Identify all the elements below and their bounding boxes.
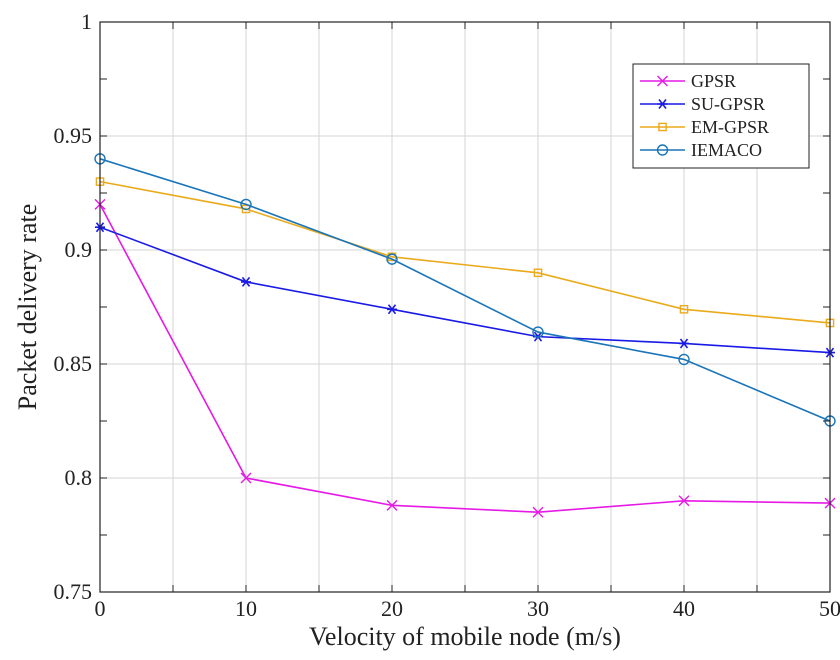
- data-point: [386, 253, 398, 265]
- legend-marker: [657, 99, 668, 109]
- x-tick-label: 30: [527, 596, 549, 621]
- y-tick-label: 0.8: [65, 465, 93, 490]
- legend-marker: [658, 122, 667, 132]
- data-point: [386, 499, 398, 511]
- legend-marker: [656, 144, 669, 156]
- axis-ticks: 0 10 20 30 40 50 0.75 0.8 0.85 0.9 0.95 1: [54, 9, 840, 621]
- data-point: [678, 495, 690, 507]
- y-tick-label: 0.95: [54, 123, 93, 148]
- data-point: [241, 204, 251, 214]
- legend-label: SU-GPSR: [691, 94, 765, 114]
- data-point: [387, 252, 397, 262]
- series-line: [99, 158, 831, 422]
- legend-item: EM-GPSR: [640, 117, 769, 137]
- x-tick-label: 50: [819, 596, 840, 621]
- series-line: [99, 226, 831, 354]
- legend-item: SU-GPSR: [640, 94, 765, 114]
- legend-item: GPSR: [640, 71, 736, 91]
- data-point: [679, 338, 689, 349]
- legend-item: IEMACO: [640, 140, 762, 160]
- data-point: [533, 268, 543, 278]
- x-tick-label: 40: [673, 596, 695, 621]
- data-point: [679, 304, 689, 314]
- data-point: [532, 506, 544, 518]
- y-tick-label: 0.85: [54, 351, 93, 376]
- x-axis-label: Velocity of mobile node (m/s): [309, 622, 621, 651]
- data-point: [387, 304, 397, 315]
- data-point: [240, 198, 252, 211]
- y-tick-label: 0.75: [54, 579, 93, 604]
- legend-marker: [657, 75, 668, 87]
- legend: GPSR SU-GPSR EM-GPSR IEMACO: [632, 63, 810, 169]
- series-line: [99, 204, 831, 514]
- data-point: [678, 353, 690, 366]
- legend-label: IEMACO: [691, 140, 762, 160]
- x-tick-label: 10: [235, 596, 257, 621]
- x-tick-label: 20: [381, 596, 403, 621]
- data-point: [532, 326, 544, 338]
- y-tick-label: 1: [81, 9, 92, 34]
- y-axis-label: Packet delivery rate: [13, 204, 42, 410]
- series-line: [99, 180, 831, 324]
- legend-label: EM-GPSR: [691, 117, 769, 137]
- legend-label: GPSR: [691, 71, 736, 91]
- series-lines: [94, 153, 836, 518]
- data-point: [241, 276, 251, 287]
- y-tick-label: 0.9: [65, 237, 93, 262]
- x-tick-label: 0: [95, 596, 106, 621]
- series-su-gpsr: [95, 222, 835, 358]
- data-point: [240, 472, 252, 484]
